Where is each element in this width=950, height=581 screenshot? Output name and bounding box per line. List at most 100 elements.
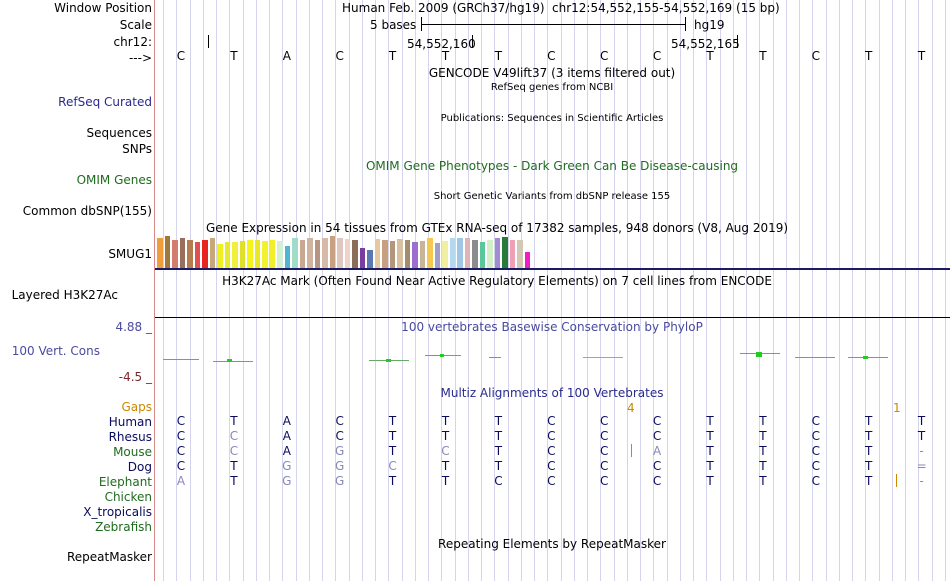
gtex-tissue-bar[interactable] (442, 241, 448, 268)
gtex-tissue-bar[interactable] (337, 238, 343, 268)
gtex-tissue-bar[interactable] (172, 240, 178, 268)
base-letter: C (547, 49, 556, 63)
gtex-tissue-bar[interactable] (202, 240, 208, 268)
gtex-tissue-bar[interactable] (314, 240, 321, 268)
refseq-track-title[interactable]: RefSeq genes from NCBI (490, 82, 614, 93)
window-position-label[interactable]: Window Position (54, 1, 152, 15)
species-label-mouse[interactable]: Mouse (113, 445, 152, 459)
snps-label[interactable]: SNPs (122, 142, 152, 156)
gtex-tissue-bar[interactable] (247, 240, 253, 268)
cons-label[interactable]: 100 Vert. Cons (11, 344, 100, 358)
position-readout: chr12:54,552,155-54,552,169 (15 bp) (552, 1, 780, 15)
alignment-base: C (599, 429, 609, 443)
gtex-tissue-bar[interactable] (472, 240, 478, 268)
gtex-tissue-bar[interactable] (419, 241, 426, 268)
dbsnp-track-title[interactable]: Short Genetic Variants from dbSNP releas… (433, 191, 671, 202)
repeatmasker-track-title[interactable]: Repeating Elements by RepeatMasker (438, 537, 666, 551)
ruler-coord-2: 54,552,165 (671, 37, 740, 51)
gtex-tissue-bar[interactable] (502, 237, 508, 268)
h3k27ac-track-title[interactable]: H3K27Ac Mark (Often Found Near Active Re… (222, 274, 772, 288)
alignment-base: C (176, 444, 186, 458)
gtex-tissue-bar[interactable] (412, 242, 418, 268)
gtex-tissue-bar[interactable] (157, 238, 163, 268)
gtex-tissue-bar[interactable] (517, 240, 523, 268)
gtex-track-title[interactable]: Gene Expression in 54 tissues from GTEx … (205, 221, 789, 235)
alignment-base: C (335, 429, 344, 443)
gtex-tissue-bar[interactable] (322, 238, 328, 268)
strand-label[interactable]: ---> (128, 51, 152, 65)
gtex-tissue-bar[interactable] (524, 252, 531, 268)
gtex-tissue-bar[interactable] (434, 243, 441, 268)
gtex-tissue-bar[interactable] (404, 240, 411, 268)
species-label-dog[interactable]: Dog (127, 460, 152, 474)
species-label-chicken[interactable]: Chicken (104, 490, 152, 504)
gtex-tissue-bar[interactable] (352, 240, 358, 268)
gtex-tissue-bar[interactable] (487, 240, 493, 268)
gtex-tissue-bar[interactable] (292, 238, 298, 268)
alignment-base: C (652, 459, 662, 473)
gtex-tissue-bar[interactable] (194, 242, 201, 268)
gtex-tissue-bar[interactable] (284, 246, 291, 268)
refseq-label[interactable]: RefSeq Curated (58, 95, 152, 109)
gtex-tissue-bar[interactable] (269, 240, 276, 268)
alignment-base: T (441, 429, 450, 443)
gtex-tissue-bar[interactable] (479, 242, 486, 268)
gtex-tissue-bar[interactable] (382, 240, 388, 268)
repeatmasker-label[interactable]: RepeatMasker (66, 550, 152, 564)
omim-track-title[interactable]: OMIM Gene Phenotypes - Dark Green Can Be… (365, 159, 739, 173)
alignment-base: T (388, 414, 397, 428)
gtex-tissue-bar[interactable] (224, 242, 231, 268)
gtex-tissue-bar[interactable] (344, 239, 351, 268)
gtex-tissue-bar[interactable] (179, 238, 186, 268)
gtex-tissue-bar[interactable] (457, 238, 463, 268)
publications-track-title[interactable]: Publications: Sequences in Scientific Ar… (440, 113, 664, 124)
species-label-zebrafish[interactable]: Zebrafish (95, 520, 152, 534)
gtex-tissue-bar[interactable] (262, 241, 268, 268)
gtex-tissue-bar[interactable] (232, 242, 238, 268)
gtex-tissue-bar[interactable] (254, 240, 261, 268)
gtex-tissue-bar[interactable] (397, 239, 403, 268)
alignment-base: A (282, 429, 291, 443)
gtex-tissue-bar[interactable] (187, 240, 193, 268)
alignment-base: T (759, 474, 767, 488)
sequences-label[interactable]: Sequences (86, 126, 152, 140)
base-letter: T (706, 49, 714, 63)
chrom-label[interactable]: chr12: (113, 35, 152, 49)
gtex-tissue-bar[interactable] (427, 238, 433, 268)
alignment-base: C (229, 444, 239, 458)
gtex-tissue-bar[interactable] (449, 238, 456, 268)
species-label-elephant[interactable]: Elephant (98, 475, 152, 489)
gtex-tissue-bar[interactable] (374, 239, 381, 268)
gencode-track-title[interactable]: GENCODE V49lift37 (3 items filtered out) (428, 66, 676, 80)
gtex-tissue-bar[interactable] (277, 241, 283, 268)
dbsnp-label[interactable]: Common dbSNP(155) (22, 204, 152, 218)
species-label-human[interactable]: Human (108, 415, 152, 429)
species-label-x-tropicalis[interactable]: X_tropicalis (83, 505, 152, 519)
gtex-tissue-bar[interactable] (389, 241, 396, 268)
gtex-tissue-bar[interactable] (367, 250, 373, 268)
omim-genes-label[interactable]: OMIM Genes (76, 173, 152, 187)
gtex-expression-bars[interactable] (157, 236, 537, 268)
cons-track-title[interactable]: 100 vertebrates Basewise Conservation by… (401, 320, 703, 334)
gtex-tissue-bar[interactable] (307, 238, 313, 268)
gtex-tissue-bar[interactable] (359, 248, 366, 268)
gtex-tissue-bar[interactable] (494, 238, 501, 268)
alignment-base: T (494, 444, 503, 458)
gtex-tissue-bar[interactable] (329, 236, 336, 268)
multiz-track-title[interactable]: Multiz Alignments of 100 Vertebrates (440, 386, 664, 400)
gtex-tissue-bar[interactable] (209, 238, 216, 268)
gtex-tissue-bar[interactable] (299, 240, 306, 268)
scale-label[interactable]: Scale (119, 18, 152, 32)
track-display-area[interactable]: Human Feb. 2009 (GRCh37/hg19) chr12:54,5… (155, 0, 950, 581)
species-label-rhesus[interactable]: Rhesus (108, 430, 152, 444)
alignment-base: C (547, 444, 556, 458)
gtex-tissue-bar[interactable] (239, 241, 246, 268)
gaps-label[interactable]: Gaps (121, 400, 152, 414)
gtex-tissue-bar[interactable] (217, 244, 223, 268)
gene-label-smug1[interactable]: SMUG1 (108, 247, 152, 261)
ruler-tick-1 (472, 35, 473, 48)
gtex-tissue-bar[interactable] (464, 238, 471, 268)
gtex-tissue-bar[interactable] (509, 240, 516, 268)
gtex-tissue-bar[interactable] (164, 236, 171, 268)
h3k27ac-label[interactable]: Layered H3K27Ac (11, 288, 118, 302)
